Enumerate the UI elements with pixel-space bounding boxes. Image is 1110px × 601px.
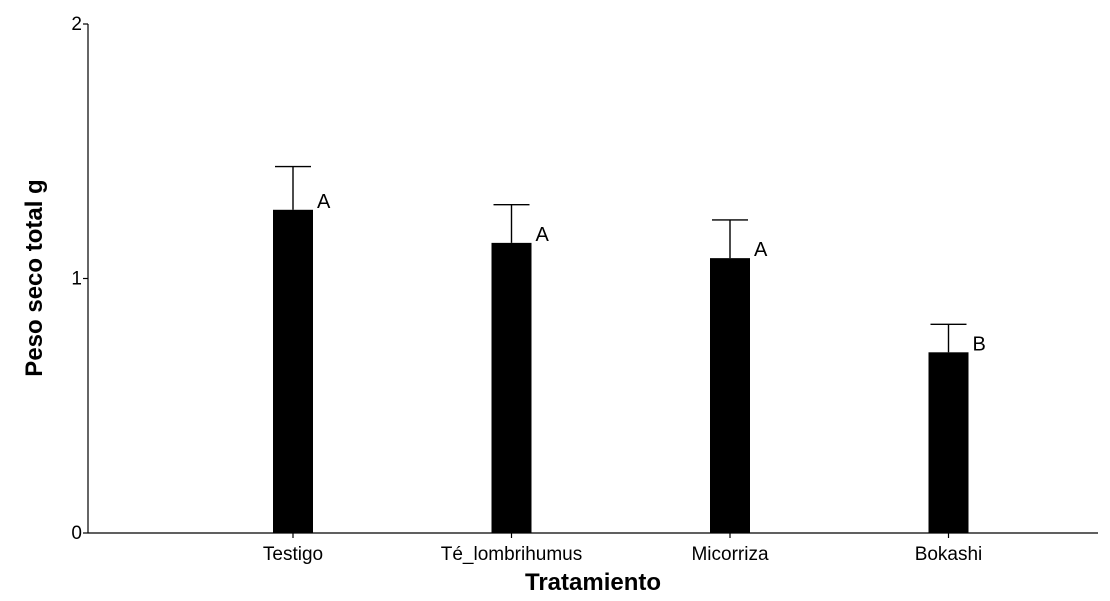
y-axis-title: Peso seco total g bbox=[21, 179, 48, 376]
significance-letter-te-lombrihumus: A bbox=[536, 224, 550, 246]
y-tick-label: 2 bbox=[71, 14, 82, 35]
x-axis: Testigo Té_lombrihumus Micorriza Bokashi bbox=[88, 532, 1098, 565]
significance-letter-bokashi: B bbox=[973, 333, 986, 355]
significance-letter-testigo: A bbox=[317, 191, 331, 213]
y-tick-label: 0 bbox=[71, 523, 82, 544]
bar-te-lombrihumus bbox=[491, 242, 532, 533]
bar-bokashi bbox=[928, 352, 969, 533]
bars: A A A B bbox=[273, 165, 986, 533]
bar-testigo bbox=[273, 209, 313, 533]
x-tick-label-testigo: Testigo bbox=[263, 544, 323, 565]
x-axis-title: Tratamiento bbox=[525, 569, 661, 596]
x-tick-label-te-lombrihumus: Té_lombrihumus bbox=[441, 544, 583, 565]
x-tick-label-micorriza: Micorriza bbox=[691, 544, 768, 565]
bar-micorriza bbox=[710, 258, 750, 533]
x-ticks: Testigo Té_lombrihumus Micorriza Bokashi bbox=[263, 533, 982, 565]
y-tick-label: 1 bbox=[71, 269, 82, 290]
y-axis: 0 1 2 bbox=[71, 14, 89, 544]
significance-letter-micorriza: A bbox=[754, 239, 768, 261]
y-ticks: 0 1 2 bbox=[71, 14, 88, 544]
x-tick-label-bokashi: Bokashi bbox=[915, 544, 983, 565]
